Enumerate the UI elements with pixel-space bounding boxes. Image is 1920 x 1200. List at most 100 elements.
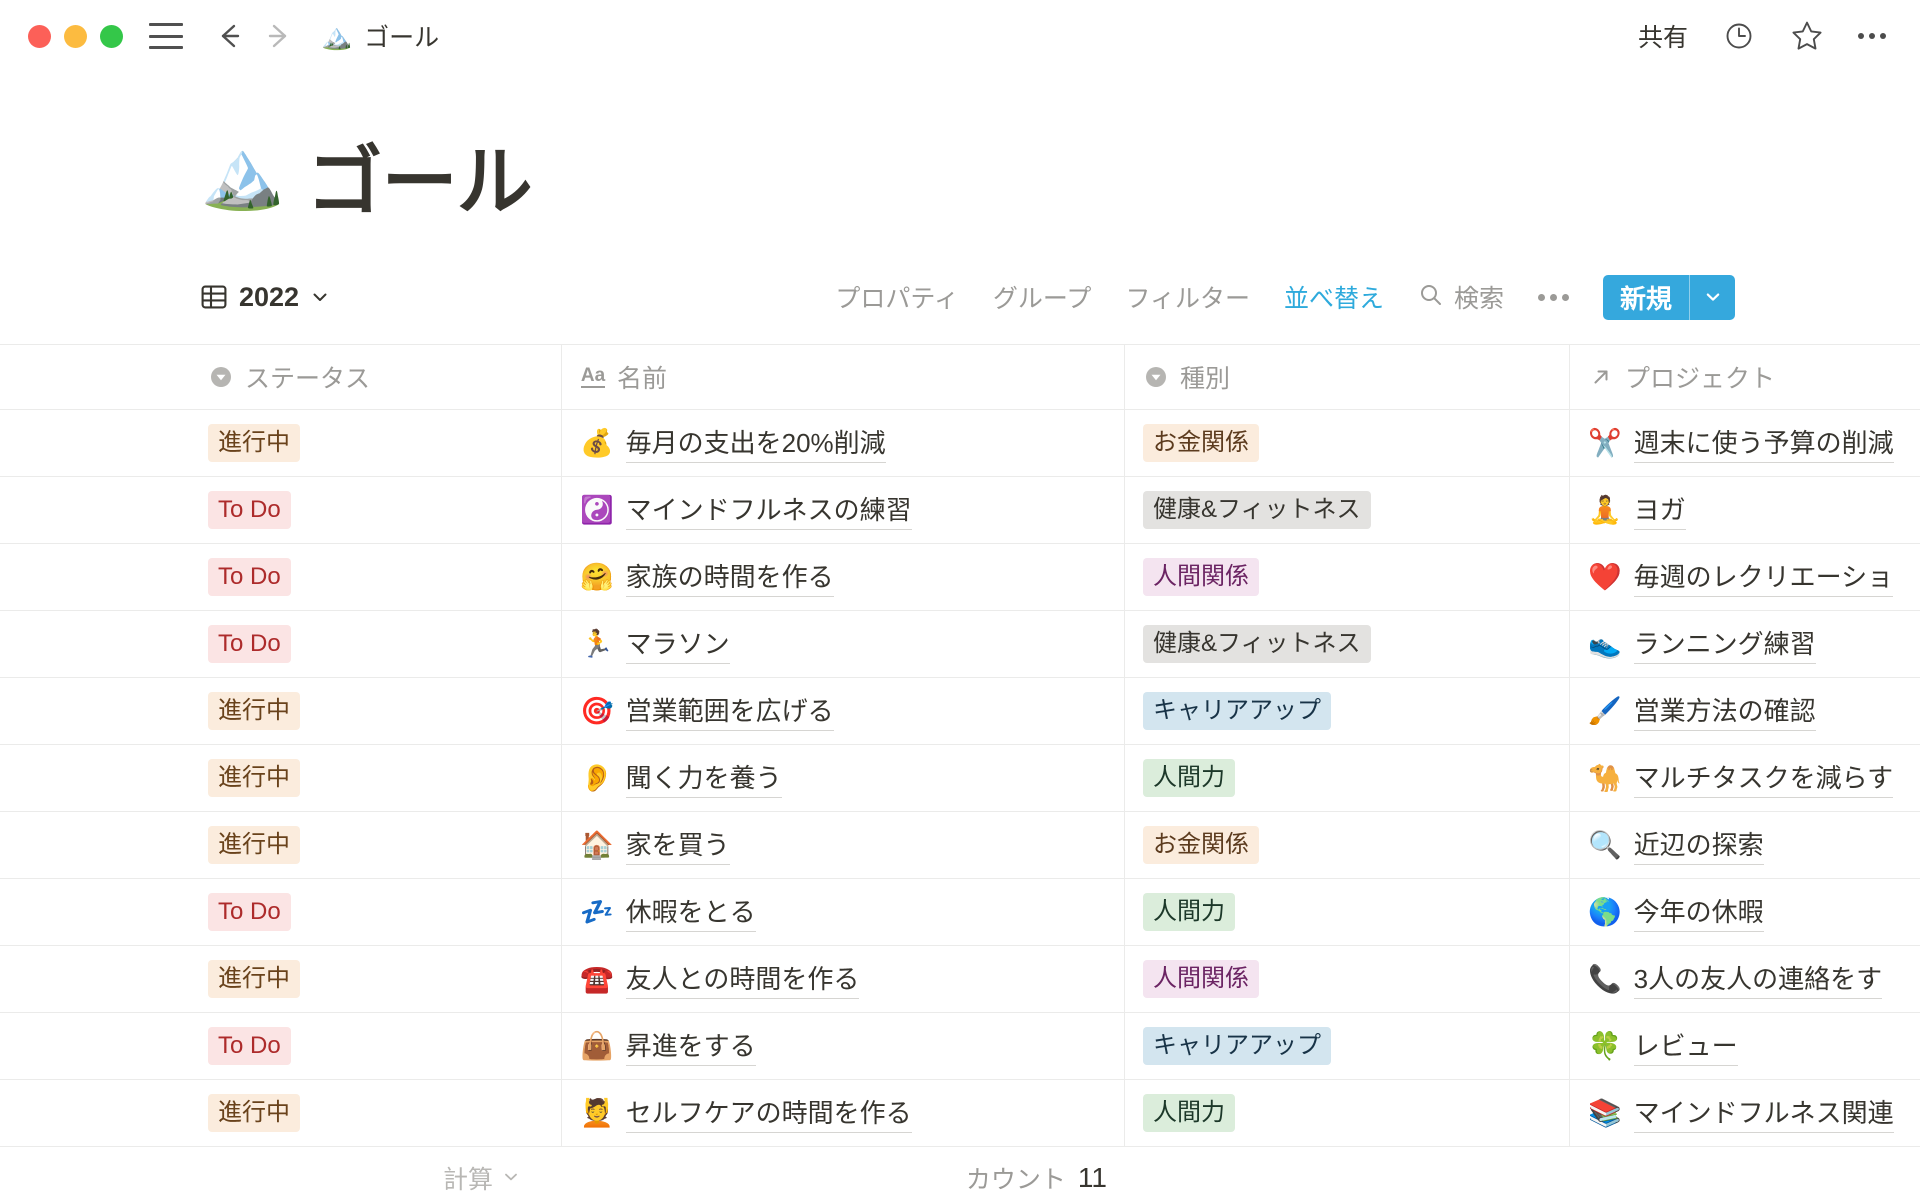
cell-project[interactable]: 📞 3人の友人の連絡をす — [1570, 946, 1920, 1012]
type-badge[interactable]: 人間関係 — [1143, 960, 1259, 998]
more-options-icon[interactable] — [1858, 33, 1886, 39]
breadcrumb[interactable]: 🏔️ ゴール — [321, 18, 439, 54]
table-row[interactable]: To Do ☯️ マインドフルネスの練習 健康&フィットネス 🧘 ヨガ — [0, 477, 1920, 544]
cell-status[interactable]: To Do — [190, 544, 562, 610]
cell-type[interactable]: キャリアアップ — [1125, 678, 1570, 744]
table-row[interactable]: 進行中 👂 聞く力を養う 人間力 🐪 マルチタスクを減らす — [0, 745, 1920, 812]
cell-project[interactable]: ❤️ 毎週のレクリエーショ — [1570, 544, 1920, 610]
cell-type[interactable]: お金関係 — [1125, 812, 1570, 878]
project-relation-link[interactable]: 🌎 今年の休暇 — [1588, 892, 1764, 932]
cell-type[interactable]: 健康&フィットネス — [1125, 477, 1570, 543]
status-badge[interactable]: To Do — [208, 558, 291, 596]
status-badge[interactable]: 進行中 — [208, 759, 300, 797]
cell-status[interactable]: To Do — [190, 477, 562, 543]
row-title-link[interactable]: 🤗 家族の時間を作る — [580, 557, 834, 597]
project-relation-link[interactable]: ✂️ 週末に使う予算の削減 — [1588, 423, 1894, 463]
cell-type[interactable]: 人間関係 — [1125, 946, 1570, 1012]
status-badge[interactable]: 進行中 — [208, 960, 300, 998]
page-title-text[interactable]: ゴール — [306, 140, 533, 225]
project-relation-link[interactable]: ❤️ 毎週のレクリエーショ — [1588, 557, 1894, 597]
cell-status[interactable]: 進行中 — [190, 745, 562, 811]
status-badge[interactable]: To Do — [208, 1027, 291, 1065]
footer-name-cell[interactable]: カウント 11 — [562, 1147, 1125, 1200]
group-button[interactable]: グループ — [992, 285, 1092, 313]
table-row[interactable]: 進行中 🏠 家を買う お金関係 🔍 近辺の探索 — [0, 812, 1920, 879]
type-badge[interactable]: 人間力 — [1143, 759, 1235, 797]
cell-name[interactable]: 🏠 家を買う — [562, 812, 1125, 878]
status-badge[interactable]: To Do — [208, 625, 291, 663]
cell-status[interactable]: 進行中 — [190, 678, 562, 744]
zoom-window-button[interactable] — [100, 24, 123, 48]
cell-status[interactable]: 進行中 — [190, 410, 562, 476]
table-row[interactable]: 進行中 💰 毎月の支出を20%削減 お金関係 ✂️ 週末に使う予算の削減 — [0, 410, 1920, 477]
project-relation-link[interactable]: 📚 マインドフルネス関連 — [1588, 1093, 1894, 1133]
cell-name[interactable]: 🏃 マラソン — [562, 611, 1125, 677]
status-badge[interactable]: 進行中 — [208, 692, 300, 730]
cell-status[interactable]: 進行中 — [190, 946, 562, 1012]
cell-name[interactable]: 👂 聞く力を養う — [562, 745, 1125, 811]
row-title-link[interactable]: ☎️ 友人との時間を作る — [580, 959, 860, 999]
table-row[interactable]: To Do 💤 休暇をとる 人間力 🌎 今年の休暇 — [0, 879, 1920, 946]
cell-project[interactable]: ✂️ 週末に使う予算の削減 — [1570, 410, 1920, 476]
page-icon-mountain-icon[interactable]: 🏔️ — [200, 135, 285, 214]
table-row[interactable]: To Do 🏃 マラソン 健康&フィットネス 👟 ランニング練習 — [0, 611, 1920, 678]
row-title-link[interactable]: 👂 聞く力を養う — [580, 758, 782, 798]
cell-status[interactable]: 進行中 — [190, 812, 562, 878]
project-relation-link[interactable]: 👟 ランニング練習 — [1588, 624, 1816, 664]
cell-project[interactable]: 🔍 近辺の探索 — [1570, 812, 1920, 878]
type-badge[interactable]: 人間力 — [1143, 1094, 1235, 1132]
type-badge[interactable]: お金関係 — [1143, 424, 1259, 462]
menu-icon[interactable] — [149, 23, 183, 49]
type-badge[interactable]: お金関係 — [1143, 826, 1259, 864]
type-badge[interactable]: キャリアアップ — [1143, 692, 1331, 730]
sort-button[interactable]: 並べ替え — [1283, 285, 1384, 313]
table-row[interactable]: 進行中 🎯 営業範囲を広げる キャリアアップ 🖌️ 営業方法の確認 — [0, 678, 1920, 745]
row-title-link[interactable]: 💤 休暇をとる — [580, 892, 756, 932]
row-title-link[interactable]: 👜 昇進をする — [580, 1026, 756, 1066]
cell-type[interactable]: 人間関係 — [1125, 544, 1570, 610]
cell-name[interactable]: ☯️ マインドフルネスの練習 — [562, 477, 1125, 543]
cell-project[interactable]: 🐪 マルチタスクを減らす — [1570, 745, 1920, 811]
cell-project[interactable]: 🍀 レビュー — [1570, 1013, 1920, 1079]
cell-type[interactable]: お金関係 — [1125, 410, 1570, 476]
cell-type[interactable]: キャリアアップ — [1125, 1013, 1570, 1079]
status-badge[interactable]: 進行中 — [208, 1094, 300, 1132]
cell-name[interactable]: 💰 毎月の支出を20%削減 — [562, 410, 1125, 476]
footer-type-cell[interactable] — [1125, 1147, 1570, 1200]
cell-name[interactable]: 🤗 家族の時間を作る — [562, 544, 1125, 610]
view-tab-2022[interactable]: 2022 — [200, 282, 330, 313]
cell-status[interactable]: To Do — [190, 879, 562, 945]
table-row[interactable]: 進行中 ☎️ 友人との時間を作る 人間関係 📞 3人の友人の連絡をす — [0, 946, 1920, 1013]
type-badge[interactable]: 人間関係 — [1143, 558, 1259, 596]
cell-name[interactable]: 💤 休暇をとる — [562, 879, 1125, 945]
view-more-options-icon[interactable] — [1537, 293, 1569, 301]
forward-arrow-icon[interactable] — [261, 19, 295, 53]
row-title-link[interactable]: 🏃 マラソン — [580, 624, 730, 664]
properties-button[interactable]: プロパティ — [835, 285, 959, 313]
count-summary[interactable]: カウント 11 — [966, 1160, 1107, 1196]
column-header-name[interactable]: Aa 名前 — [562, 345, 1125, 409]
cell-name[interactable]: 🎯 営業範囲を広げる — [562, 678, 1125, 744]
share-button[interactable]: 共有 — [1637, 24, 1688, 52]
row-title-link[interactable]: 🏠 家を買う — [580, 825, 730, 865]
status-badge[interactable]: 進行中 — [208, 424, 300, 462]
footer-project-cell[interactable] — [1570, 1147, 1920, 1200]
table-row[interactable]: To Do 👜 昇進をする キャリアアップ 🍀 レビュー — [0, 1013, 1920, 1080]
project-relation-link[interactable]: 🧘 ヨガ — [1588, 490, 1686, 530]
cell-project[interactable]: 🖌️ 営業方法の確認 — [1570, 678, 1920, 744]
status-badge[interactable]: To Do — [208, 491, 291, 529]
cell-project[interactable]: 🌎 今年の休暇 — [1570, 879, 1920, 945]
column-header-type[interactable]: 種別 — [1125, 345, 1570, 409]
column-header-project[interactable]: プロジェクト — [1570, 345, 1920, 409]
type-badge[interactable]: 人間力 — [1143, 893, 1235, 931]
calculate-dropdown[interactable]: 計算 — [443, 1160, 520, 1196]
row-title-link[interactable]: ☯️ マインドフルネスの練習 — [580, 490, 912, 530]
type-badge[interactable]: キャリアアップ — [1143, 1027, 1331, 1065]
project-relation-link[interactable]: 🔍 近辺の探索 — [1588, 825, 1764, 865]
cell-status[interactable]: To Do — [190, 1013, 562, 1079]
table-row[interactable]: To Do 🤗 家族の時間を作る 人間関係 ❤️ 毎週のレクリエーショ — [0, 544, 1920, 611]
cell-type[interactable]: 人間力 — [1125, 1080, 1570, 1146]
status-badge[interactable]: To Do — [208, 893, 291, 931]
cell-name[interactable]: 👜 昇進をする — [562, 1013, 1125, 1079]
type-badge[interactable]: 健康&フィットネス — [1143, 625, 1371, 663]
